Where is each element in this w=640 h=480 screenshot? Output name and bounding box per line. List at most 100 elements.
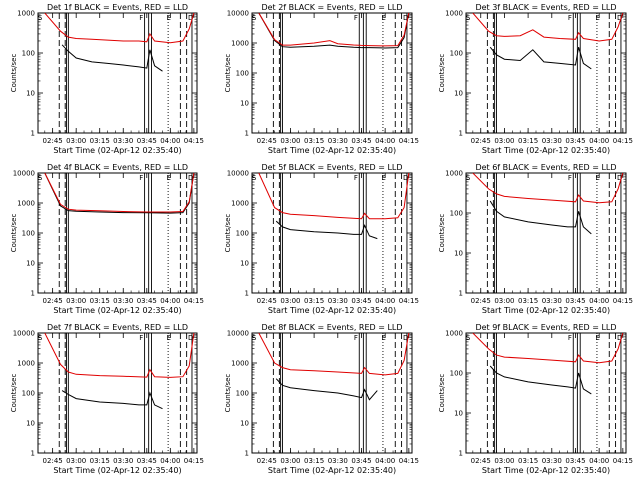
x-axis-label: Start Time (02-Apr-12 02:35:40) [482,466,610,475]
flag-marker-label: S [252,14,257,22]
y-tick-label: 1 [245,130,249,138]
chart-panel-2: Det 2f BLACK = Events, RED = LLD 1 10 100 10… [224,3,419,155]
flag-marker-label: S [466,174,471,182]
x-tick-label: 04:15 [399,457,419,465]
x-tick-label: 04:15 [184,297,204,305]
x-axis-label: Start Time (02-Apr-12 02:35:40) [482,146,610,155]
x-tick-label: 03:45 [565,137,585,145]
y-tick-label: 100 [22,390,35,398]
x-tick-label: 02:45 [471,137,491,145]
x-tick-label: 03:00 [280,137,300,145]
y-tick-label: 1000 [17,360,35,368]
x-tick-label: 03:30 [113,137,133,145]
y-tick-label: 10 [240,420,249,428]
flag-marker-label: D [403,334,408,342]
y-tick-label: 10 [26,90,35,98]
panel-title: Det 8f BLACK = Events, RED = LLD [261,323,402,332]
x-tick-label: 02:45 [43,457,63,465]
x-tick-label: 03:30 [542,297,562,305]
y-tick-label: 1000 [445,330,463,338]
x-tick-label: 04:15 [399,137,419,145]
series-line-events [275,378,378,401]
series-group [44,333,195,410]
x-tick-label: 03:45 [137,297,157,305]
x-axis-label: Start Time (02-Apr-12 02:35:40) [268,146,396,155]
x-tick-label: 04:15 [613,457,633,465]
y-tick-label: 1 [459,130,463,138]
series-line-events [489,46,592,70]
y-tick-label: 10000 [227,330,249,338]
panel-title: Det 2f BLACK = Events, RED = LLD [261,3,402,12]
flag-marker-label: E [595,174,599,182]
x-tick-label: 03:00 [280,457,300,465]
x-tick-label: 03:00 [66,137,86,145]
series-group [258,333,410,401]
series-line-lld [472,13,624,42]
x-tick-label: 04:00 [589,297,609,305]
y-tick-label: 10 [454,410,463,418]
x-axis-label: Start Time (02-Apr-12 02:35:40) [53,306,181,315]
x-axis-label: Start Time (02-Apr-12 02:35:40) [268,466,396,475]
series-group [472,173,624,235]
x-tick-label: 04:00 [589,137,609,145]
y-tick-label: 10000 [227,170,249,178]
panel-title: Det 7f BLACK = Events, RED = LLD [47,323,188,332]
x-tick-label: 04:15 [184,457,204,465]
chart-panel-9: Det 9f BLACK = Events, RED = LLD 1 10 100 10… [438,323,633,475]
series-line-events [61,44,163,72]
series-line-lld [258,173,410,220]
x-tick-label: 04:00 [375,137,395,145]
flag-marker-label: E [167,174,171,182]
x-tick-label: 04:00 [375,457,395,465]
panel-title: Det 3f BLACK = Events, RED = LLD [475,3,616,12]
x-tick-label: 03:15 [518,297,538,305]
x-tick-label: 04:00 [160,137,180,145]
series-group [472,13,624,70]
x-tick-label: 03:30 [542,137,562,145]
flag-marker-label: E [381,14,385,22]
flag-marker-label: E [167,334,171,342]
x-tick-label: 04:15 [613,137,633,145]
x-axis-label: Start Time (02-Apr-12 02:35:40) [268,306,396,315]
y-tick-label: 1 [245,450,249,458]
y-tick-label: 1000 [231,200,249,208]
x-tick-label: 03:30 [328,457,348,465]
flag-marker-label: S [466,14,471,22]
plot-frame [37,332,198,454]
x-tick-label: 04:15 [184,137,204,145]
y-tick-label: 1000 [231,360,249,368]
plot-frame [465,12,627,134]
x-tick-label: 03:00 [494,457,514,465]
x-tick-label: 04:00 [160,457,180,465]
flag-marker-label: D [403,14,408,22]
y-tick-label: 1 [31,450,35,458]
y-axis-label: Counts/sec [10,54,18,93]
series-line-lld [472,173,624,204]
x-tick-label: 03:15 [304,297,324,305]
y-tick-label: 10 [26,260,35,268]
series-group [44,173,195,214]
plot-frame [37,172,198,294]
x-tick-label: 04:15 [399,297,419,305]
chart-panel-8: Det 8f BLACK = Events, RED = LLD 1 10 100 10… [224,323,419,475]
plot-frame [465,172,627,294]
y-axis-label: Counts/sec [10,214,18,253]
x-tick-label: 03:45 [137,457,157,465]
y-tick-label: 10000 [227,10,249,18]
flag-marker-label: E [381,174,385,182]
x-tick-label: 03:45 [351,457,371,465]
y-tick-label: 1 [459,450,463,458]
series-group [258,173,410,240]
y-tick-label: 10 [454,90,463,98]
x-tick-label: 02:45 [471,457,491,465]
y-tick-label: 1 [459,290,463,298]
x-tick-label: 03:15 [518,457,538,465]
y-tick-label: 1000 [445,10,463,18]
chart-panel-5: Det 5f BLACK = Events, RED = LLD 1 10 100 10… [224,163,419,315]
x-tick-label: 03:15 [304,137,324,145]
x-tick-label: 03:45 [565,457,585,465]
flag-marker-label: D [617,334,622,342]
flag-marker-label: E [595,334,599,342]
series-line-lld [44,333,195,378]
y-tick-label: 100 [236,230,249,238]
